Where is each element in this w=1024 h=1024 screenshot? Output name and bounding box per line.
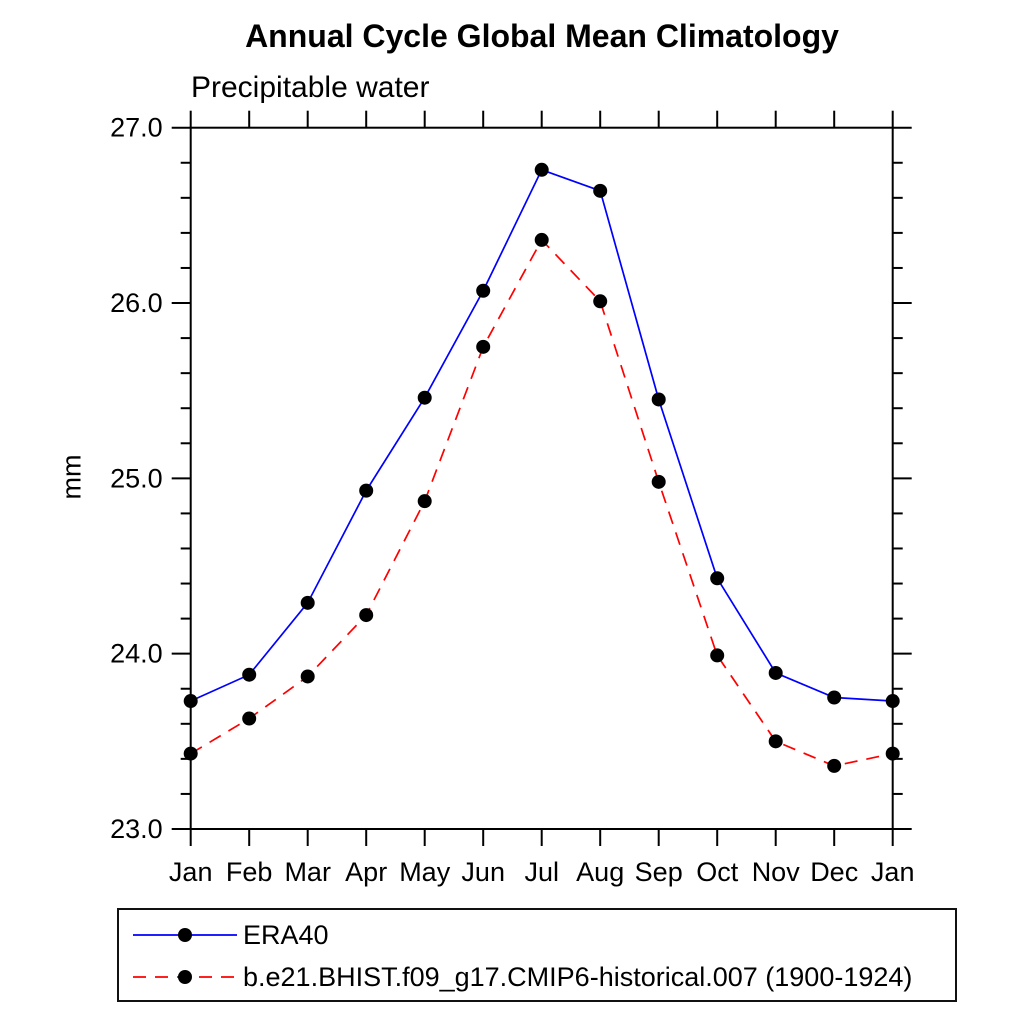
plot-frame [189, 126, 894, 830]
data-point-series-0 [183, 694, 198, 709]
data-point-series-1 [300, 669, 315, 684]
data-point-series-1 [534, 232, 549, 247]
x-tick-label: Aug [576, 857, 624, 887]
x-tick-label: Jan [169, 857, 213, 887]
data-point-series-0 [593, 183, 608, 198]
series-line-0 [190, 168, 893, 702]
legend-label-model: b.e21.BHIST.f09_g17.CMIP6-historical.007… [243, 961, 913, 992]
y-tick-label: 23.0 [110, 814, 163, 844]
chart-title: Annual Cycle Global Mean Climatology [245, 18, 839, 54]
x-tick-label: Sep [635, 857, 683, 887]
data-point-series-0 [651, 392, 666, 407]
legend-entry-era40: ERA40 [133, 919, 329, 950]
data-point-series-0 [300, 595, 315, 610]
data-point-series-0 [242, 667, 257, 682]
x-tick-label: Jan [871, 857, 915, 887]
data-point-series-1 [827, 758, 842, 773]
data-point-series-1 [242, 711, 257, 726]
x-tick-label: Nov [752, 857, 801, 887]
data-point-series-1 [359, 608, 374, 623]
chart-subtitle: Precipitable water [191, 71, 430, 104]
data-point-series-1 [593, 294, 608, 309]
data-point-series-1 [768, 734, 783, 749]
data-point-series-0 [827, 690, 842, 705]
legend-box: ERA40 b.e21.BHIST.f09_g17.CMIP6-historic… [117, 908, 957, 1002]
legend-line-sample-era40 [133, 928, 237, 942]
y-tick-label: 26.0 [110, 288, 163, 318]
data-point-series-0 [476, 283, 491, 298]
data-point-series-1 [651, 474, 666, 489]
x-tick-label: May [399, 857, 451, 887]
x-tick-label: Dec [810, 857, 858, 887]
legend-sample-marker [178, 970, 192, 984]
data-point-series-0 [885, 694, 900, 709]
data-point-series-0 [359, 483, 374, 498]
data-point-series-1 [885, 746, 900, 761]
x-tick-label: Feb [226, 857, 273, 887]
data-point-series-0 [710, 571, 725, 586]
data-point-series-0 [534, 162, 549, 177]
data-point-series-1 [183, 746, 198, 761]
data-point-series-1 [710, 648, 725, 663]
x-tick-label: Jun [461, 857, 505, 887]
x-tick-label: Oct [696, 857, 739, 887]
legend-sample-marker [178, 928, 192, 942]
data-point-series-1 [417, 494, 432, 509]
legend-label-era40: ERA40 [243, 919, 329, 950]
x-tick-label: Apr [345, 857, 387, 887]
y-tick-label: 24.0 [110, 639, 163, 669]
legend-entry-model: b.e21.BHIST.f09_g17.CMIP6-historical.007… [133, 961, 913, 992]
series-line-1 [190, 238, 893, 767]
data-point-series-0 [417, 390, 432, 405]
y-tick-label: 25.0 [110, 463, 163, 493]
data-point-series-0 [768, 665, 783, 680]
y-tick-label: 27.0 [110, 113, 163, 143]
legend-line-sample-model [133, 970, 237, 984]
data-point-series-1 [476, 339, 491, 354]
x-tick-label: Jul [524, 857, 559, 887]
x-tick-label: Mar [284, 857, 331, 887]
